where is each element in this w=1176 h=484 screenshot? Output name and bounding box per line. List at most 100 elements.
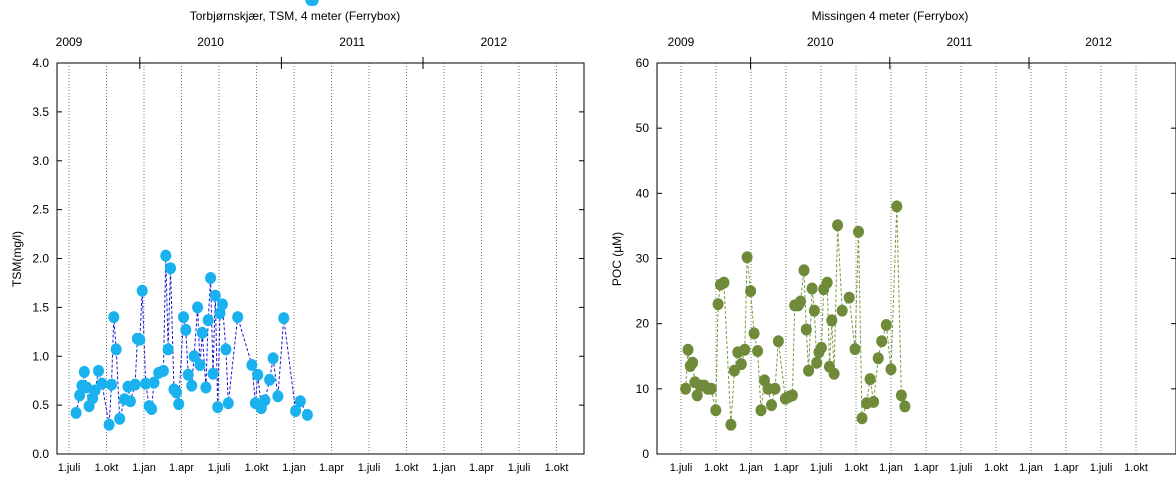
data-point bbox=[294, 395, 306, 408]
data-point bbox=[207, 367, 219, 380]
year-label: 2011 bbox=[339, 35, 365, 49]
x-tick-label: 1.jan bbox=[432, 462, 456, 474]
y-tick-label: 20 bbox=[636, 317, 650, 331]
data-point bbox=[186, 379, 198, 392]
data-point bbox=[196, 326, 208, 339]
y-tick-label: 1.0 bbox=[32, 349, 49, 363]
x-tick-label: 1.juli bbox=[58, 462, 81, 474]
x-tick-label: 1.okt bbox=[545, 462, 569, 474]
x-tick-label: 1.okt bbox=[984, 462, 1008, 474]
x-tick-label: 1.okt bbox=[95, 462, 119, 474]
year-label: 2010 bbox=[807, 35, 834, 49]
chart-title: Missingen 4 meter (Ferrybox) bbox=[812, 9, 969, 23]
x-tick-label: 1.juli bbox=[358, 462, 381, 474]
data-point bbox=[800, 323, 812, 336]
plot-frame bbox=[656, 62, 1176, 455]
x-tick-label: 1.juli bbox=[508, 462, 531, 474]
data-point bbox=[876, 335, 888, 348]
y-tick-label: 0.0 bbox=[32, 447, 49, 461]
data-point bbox=[96, 377, 108, 390]
data-point bbox=[849, 343, 861, 356]
data-point bbox=[140, 377, 152, 390]
y-tick-label: 0.5 bbox=[32, 398, 49, 412]
x-tick-label: 1.juli bbox=[1090, 462, 1113, 474]
data-point bbox=[843, 291, 855, 304]
data-point bbox=[815, 341, 827, 354]
data-point bbox=[194, 359, 206, 371]
data-point bbox=[786, 389, 798, 402]
data-point bbox=[173, 398, 185, 411]
data-point bbox=[725, 418, 737, 431]
y-tick-label: 10 bbox=[636, 382, 650, 396]
x-tick-label: 1.jan bbox=[1019, 462, 1043, 474]
x-tick-label: 1.jan bbox=[739, 462, 763, 474]
data-point bbox=[687, 356, 699, 369]
data-point bbox=[806, 282, 818, 295]
data-point bbox=[209, 289, 221, 302]
y-tick-label: 0 bbox=[642, 447, 649, 461]
x-tick-label: 1.okt bbox=[245, 462, 269, 474]
data-point bbox=[252, 368, 264, 381]
x-tick-label: 1.juli bbox=[208, 462, 231, 474]
data-point bbox=[745, 285, 757, 298]
y-axis-label: TSM(mg/l) bbox=[10, 231, 24, 287]
y-tick-label: 3.5 bbox=[32, 105, 49, 119]
data-point bbox=[752, 345, 764, 357]
year-label: 2012 bbox=[480, 35, 507, 49]
x-tick-label: 1.apr bbox=[169, 462, 194, 474]
data-point bbox=[680, 382, 692, 395]
data-point bbox=[110, 343, 122, 356]
chart-poc: Missingen 4 meter (Ferrybox) POC (µM) 1.… bbox=[610, 9, 1176, 474]
data-point bbox=[162, 343, 174, 356]
data-point bbox=[808, 304, 820, 317]
data-point bbox=[160, 249, 172, 262]
x-tick-label: 1.juli bbox=[810, 462, 833, 474]
data-point bbox=[165, 262, 176, 275]
data-point bbox=[220, 343, 232, 356]
data-point bbox=[705, 382, 717, 395]
x-tick-label: 1.apr bbox=[913, 462, 938, 474]
chart-title: Torbjørnskjær, TSM, 4 meter (Ferrybox) bbox=[190, 9, 400, 23]
data-point bbox=[899, 400, 911, 413]
data-point bbox=[70, 406, 82, 419]
data-point bbox=[682, 343, 694, 356]
y-tick-label: 2.5 bbox=[32, 203, 49, 217]
data-point bbox=[278, 312, 290, 325]
x-tick-label: 1.okt bbox=[1124, 462, 1148, 474]
data-point bbox=[755, 404, 767, 417]
x-tick-label: 1.okt bbox=[844, 462, 868, 474]
data-point bbox=[232, 311, 244, 324]
data-point bbox=[81, 381, 93, 394]
data-point bbox=[170, 386, 182, 399]
data-point bbox=[691, 389, 703, 402]
data-point bbox=[272, 390, 284, 403]
data-point bbox=[182, 368, 194, 381]
data-point bbox=[718, 276, 730, 289]
y-tick-label: 40 bbox=[636, 186, 650, 200]
x-tick-label: 1.apr bbox=[469, 462, 494, 474]
data-point bbox=[108, 311, 120, 324]
x-tick-label: 1.juli bbox=[670, 462, 693, 474]
data-point bbox=[832, 219, 844, 232]
data-point bbox=[200, 381, 212, 394]
data-point bbox=[864, 373, 876, 386]
data-point bbox=[739, 343, 751, 356]
data-point bbox=[103, 418, 115, 431]
data-point bbox=[192, 301, 204, 314]
data-point bbox=[710, 404, 722, 417]
data-point bbox=[264, 373, 276, 386]
data-point bbox=[301, 408, 313, 421]
data-point bbox=[146, 403, 158, 415]
data-point bbox=[712, 298, 724, 311]
year-label: 2009 bbox=[668, 35, 695, 49]
y-tick-label: 3.0 bbox=[32, 154, 49, 168]
x-tick-label: 1.apr bbox=[773, 462, 798, 474]
data-point bbox=[803, 364, 815, 377]
x-tick-label: 1.apr bbox=[319, 462, 344, 474]
year-label: 2009 bbox=[56, 35, 83, 49]
x-tick-label: 1.okt bbox=[395, 462, 419, 474]
y-tick-label: 30 bbox=[636, 252, 650, 266]
x-tick-label: 1.juli bbox=[950, 462, 973, 474]
data-point bbox=[769, 382, 781, 395]
data-point bbox=[114, 412, 126, 425]
